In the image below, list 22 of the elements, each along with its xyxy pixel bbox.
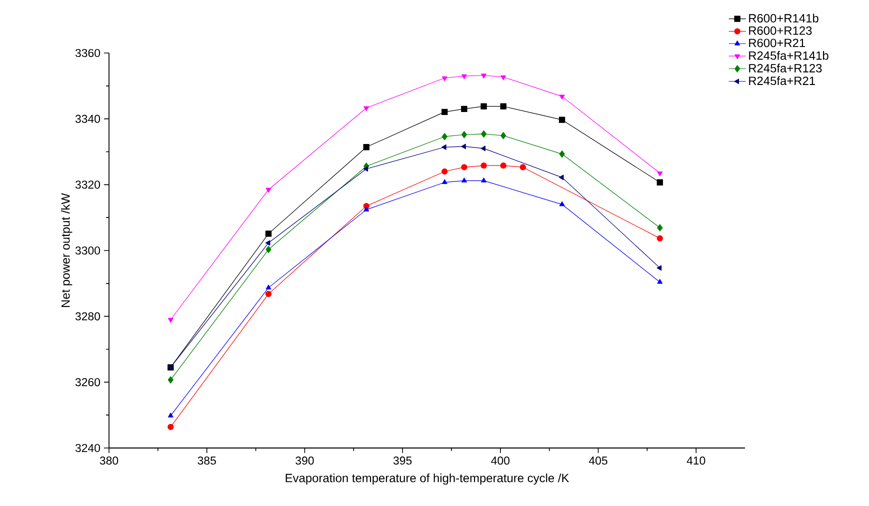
x-tick-label: 385 <box>198 456 216 465</box>
x-tick-label: 380 <box>100 456 118 465</box>
legend-label: R245fa+R21 <box>749 76 815 86</box>
x-tick-label: 405 <box>588 456 608 465</box>
x-tick-label: 390 <box>296 456 314 465</box>
legend-label: R245fa+R123 <box>749 64 822 72</box>
legend-label: R600+R141b <box>749 14 818 22</box>
y-tick-label: 3320 <box>75 180 100 189</box>
x-tick-label: 400 <box>491 456 510 465</box>
legend-label: R600+R123 <box>749 26 812 35</box>
y-tick-label: 3300 <box>75 246 100 255</box>
x-axis-title: Evaporation temperature of high-temperature cycle /K <box>286 473 570 485</box>
legend-label: R245fa+R141b <box>749 51 828 60</box>
y-tick-label: 3260 <box>75 378 100 386</box>
y-tick-label: 3340 <box>75 114 100 123</box>
x-tick-label: 410 <box>686 456 706 465</box>
y-tick-label: 3240 <box>75 444 100 452</box>
y-axis-title: Net power output /kW <box>61 193 72 307</box>
legend-label: R600+R21 <box>749 38 806 48</box>
y-tick-label: 3280 <box>75 312 100 320</box>
y-tick-label: 3360 <box>75 48 100 58</box>
x-tick-label: 395 <box>393 456 412 465</box>
